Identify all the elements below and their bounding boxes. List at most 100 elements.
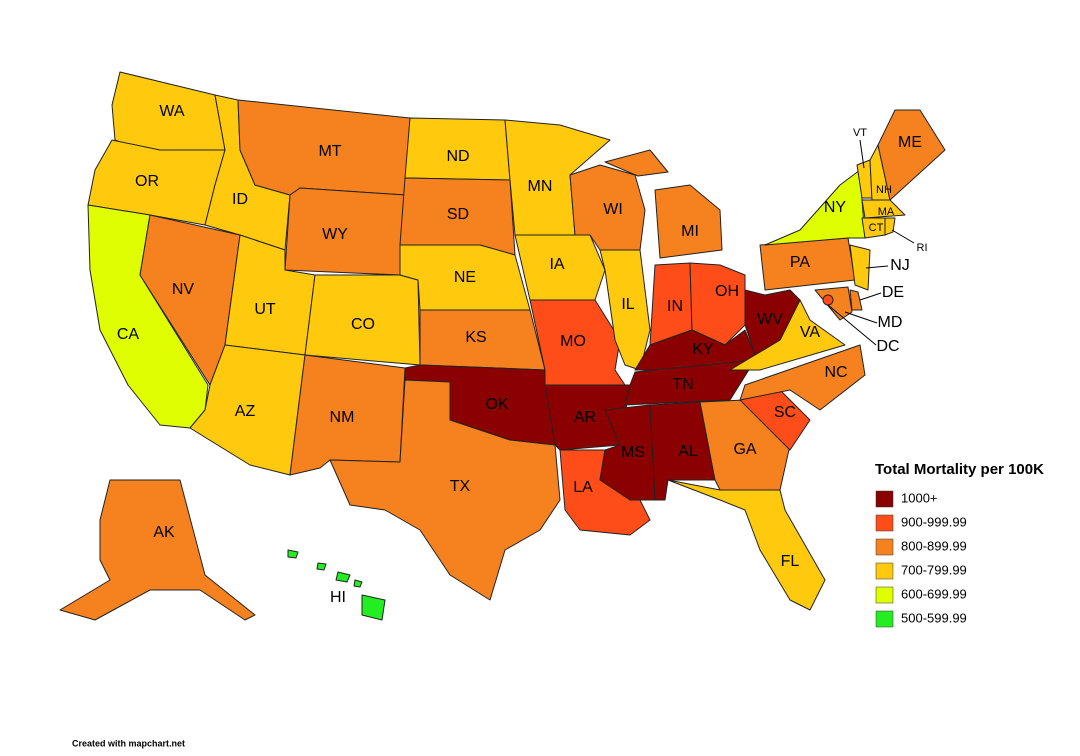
state-label: IN <box>667 298 683 315</box>
state-label: PA <box>790 254 810 271</box>
legend: Total Mortality per 100K 1000+ 900-999.99… <box>875 461 1044 628</box>
state-shape <box>329 379 561 601</box>
state-shape <box>764 169 866 246</box>
state-shape <box>529 299 626 386</box>
state-label: TX <box>450 478 471 495</box>
state-shape <box>624 359 756 406</box>
state-label: OR <box>135 173 159 190</box>
state-label: CT <box>869 222 884 234</box>
legend-label: 900-999.99 <box>901 514 967 529</box>
legend-swatch <box>875 514 894 532</box>
state-shape <box>849 244 871 291</box>
state-label: AZ <box>235 403 256 420</box>
state-label: NV <box>172 281 195 298</box>
state-shape <box>604 149 669 177</box>
legend-label: 1000+ <box>901 490 938 505</box>
state-label: GA <box>733 441 756 458</box>
state-label: NY <box>824 199 847 216</box>
state-label: NM <box>330 409 355 426</box>
state-label: UT <box>254 301 276 318</box>
state-label: OH <box>715 283 739 300</box>
state-labels: WA OR CA NV ID MT WY UT CO AZ NM ND SD NE KS OK TX MN IA MO… <box>117 103 928 606</box>
state-label: RI <box>917 242 928 254</box>
state-shape <box>814 286 853 321</box>
state-label: VT <box>853 127 867 139</box>
leader-line <box>859 139 865 169</box>
legend-label: 600-699.99 <box>901 586 967 601</box>
state-shape <box>739 344 866 411</box>
state-label: MO <box>560 333 586 350</box>
state-label: DC <box>876 338 899 355</box>
state-label: NE <box>454 269 476 286</box>
state-label: WY <box>322 226 348 243</box>
leader-line <box>891 229 915 244</box>
state-shape <box>861 199 906 219</box>
state-label: WI <box>603 201 623 218</box>
states <box>59 71 946 621</box>
legend-title: Total Mortality per 100K <box>875 461 1044 478</box>
legend-swatch <box>875 562 894 580</box>
state-shape <box>361 594 386 621</box>
state-shape <box>849 289 863 311</box>
state-shape <box>353 579 363 588</box>
legend-label: 800-899.99 <box>901 538 967 553</box>
state-label: TN <box>672 376 693 393</box>
state-shape <box>654 184 723 259</box>
state-label: FL <box>781 553 800 570</box>
state-shape <box>744 289 801 356</box>
legend-swatch <box>875 610 894 628</box>
state-label: MT <box>318 143 341 160</box>
state-label: CA <box>117 326 140 343</box>
state-shape <box>316 562 327 571</box>
state-shape <box>877 109 946 201</box>
state-shape <box>599 249 651 371</box>
state-label: KS <box>465 329 486 346</box>
legend-label: 500-599.99 <box>901 610 967 625</box>
state-label: SD <box>447 206 469 223</box>
state-shape <box>335 571 351 583</box>
state-shape <box>667 479 826 611</box>
state-shape <box>304 274 421 366</box>
state-label: ND <box>446 148 469 165</box>
state-label: WA <box>159 103 185 120</box>
state-label: DE <box>882 284 904 301</box>
leader-line <box>844 311 878 324</box>
state-label: IL <box>621 296 634 313</box>
state-label: CO <box>351 316 375 333</box>
state-label: NH <box>876 184 892 196</box>
state-label: LA <box>573 479 593 496</box>
legend-swatch <box>875 490 894 508</box>
state-shape <box>284 187 406 276</box>
state-shape <box>59 479 256 621</box>
leader-line <box>865 265 889 269</box>
state-label: VA <box>800 324 820 341</box>
legend-swatch <box>875 586 894 604</box>
state-label: MI <box>681 223 699 240</box>
legend-label: 700-799.99 <box>901 562 967 577</box>
state-label: SC <box>774 404 796 421</box>
legend-swatch <box>875 538 894 556</box>
state-label: NJ <box>890 257 910 274</box>
state-label: ID <box>232 191 248 208</box>
state-label: WV <box>757 311 783 328</box>
state-shape <box>822 294 834 306</box>
state-label: AR <box>574 409 596 426</box>
state-label: AK <box>153 524 175 541</box>
state-shape <box>287 549 299 559</box>
credit: Created with mapchart.net <box>72 738 185 748</box>
state-label: OK <box>485 396 508 413</box>
state-label: IA <box>549 256 564 273</box>
state-label: KY <box>692 341 714 358</box>
state-label: NC <box>824 364 847 381</box>
state-label: MN <box>528 178 553 195</box>
state-label: HI <box>330 589 346 606</box>
leader-line <box>859 292 882 301</box>
state-label: MS <box>621 444 645 461</box>
state-shape <box>544 384 631 451</box>
state-label: AL <box>678 443 698 460</box>
state-shape <box>884 217 896 236</box>
state-label: MD <box>878 314 903 331</box>
state-label: ME <box>898 134 922 151</box>
leader-line <box>827 304 877 346</box>
